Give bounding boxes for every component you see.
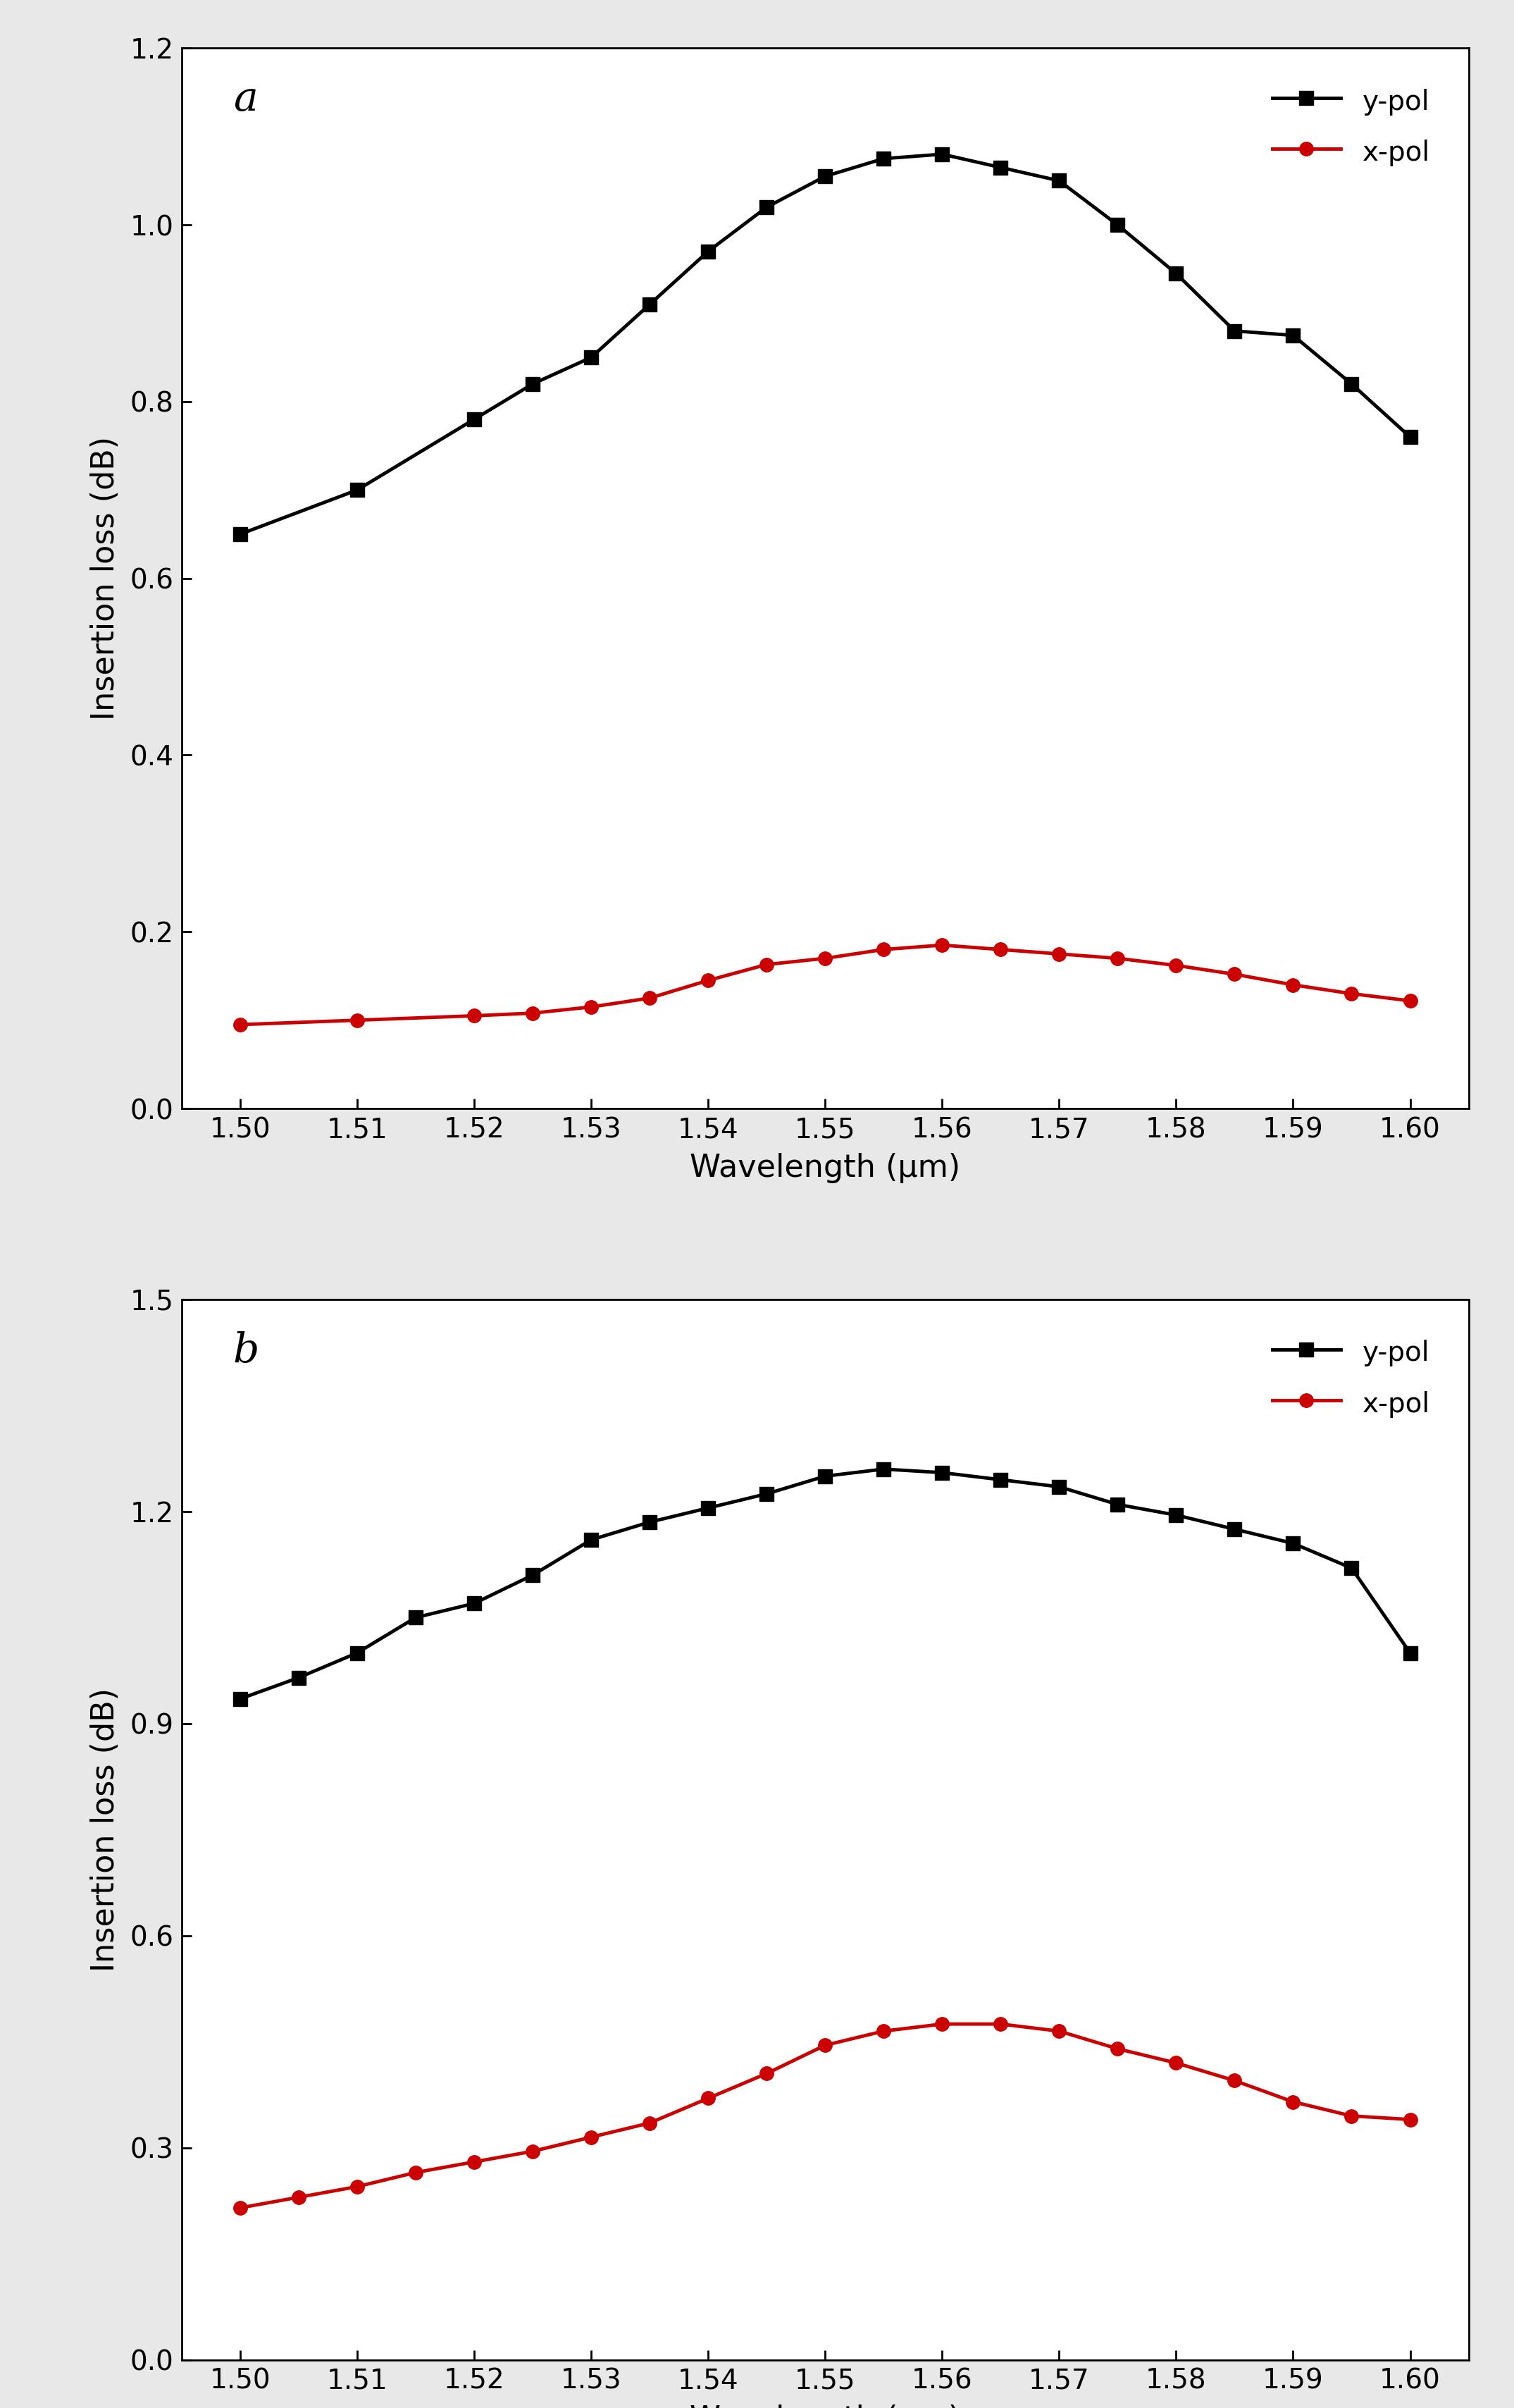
y-pol [933,1459,951,1488]
y-pol [1108,1491,1126,1519]
y-pol [816,1462,834,1491]
x-pol [289,2182,307,2211]
y-pol [348,474,366,503]
x-pol [816,944,834,973]
y-pol [816,161,834,190]
x-pol [524,999,542,1028]
y-pol [1225,1515,1243,1544]
x-pol [465,1002,483,1031]
y-pol [232,520,250,549]
y-pol [581,342,600,371]
x-pol [1167,951,1185,980]
y-pol [524,1560,542,1589]
y-pol [1343,1553,1361,1582]
x-pol [699,966,718,995]
Y-axis label: Insertion loss (dB): Insertion loss (dB) [91,1688,121,1972]
x-pol [232,2194,250,2223]
x-pol [1225,961,1243,990]
x-pol [933,929,951,958]
x-pol [348,2172,366,2201]
x-pol [992,2011,1010,2040]
x-pol [757,951,775,980]
y-pol [1167,1500,1185,1529]
x-pol [1108,944,1126,973]
y-pol [640,1507,659,1536]
x-pol [524,2136,542,2165]
y-pol [1284,320,1302,349]
x-pol [1343,2102,1361,2131]
x-pol [1051,2015,1069,2044]
Text: a: a [233,79,257,120]
x-pol [875,934,893,963]
x-pol [1284,2088,1302,2117]
y-pol [289,1664,307,1693]
y-pol [232,1686,250,1714]
y-pol [992,1464,1010,1493]
x-pol [1051,939,1069,968]
y-pol [699,1493,718,1522]
Line: y-pol: y-pol [233,1462,1417,1705]
x-pol [1167,2049,1185,2078]
Line: x-pol: x-pol [233,939,1417,1031]
x-pol [465,2148,483,2177]
Legend: y-pol, x-pol: y-pol, x-pol [1261,1327,1441,1428]
y-pol [933,140,951,169]
x-pol [581,992,600,1021]
y-pol [757,193,775,222]
y-pol [1108,209,1126,238]
x-pol [816,2030,834,2059]
y-pol [1167,260,1185,289]
y-pol [699,236,718,265]
y-pol [581,1524,600,1553]
y-pol [757,1479,775,1507]
Line: x-pol: x-pol [233,2018,1417,2215]
Legend: y-pol, x-pol: y-pol, x-pol [1261,75,1441,178]
x-pol [1343,980,1361,1009]
x-pol [1400,2105,1419,2133]
y-pol [407,1604,425,1633]
y-pol [875,144,893,173]
y-pol [1225,315,1243,344]
y-pol [1284,1529,1302,1558]
x-pol [757,2059,775,2088]
x-pol [1284,970,1302,999]
y-pol [1051,166,1069,195]
Text: b: b [233,1332,259,1370]
y-pol [1343,368,1361,397]
y-pol [992,154,1010,183]
X-axis label: Wavelength (μm): Wavelength (μm) [690,2403,960,2408]
x-pol [407,2158,425,2186]
x-pol [1225,2066,1243,2095]
y-pol [465,1589,483,1618]
Line: y-pol: y-pol [233,147,1417,542]
x-pol [992,934,1010,963]
X-axis label: Wavelength (μm): Wavelength (μm) [690,1153,960,1182]
y-pol [875,1454,893,1483]
Y-axis label: Insertion loss (dB): Insertion loss (dB) [91,436,121,720]
x-pol [699,2083,718,2112]
y-pol [348,1637,366,1666]
x-pol [933,2011,951,2040]
x-pol [232,1011,250,1040]
y-pol [1400,1637,1419,1666]
x-pol [875,2015,893,2044]
x-pol [1108,2035,1126,2064]
y-pol [524,368,542,397]
y-pol [1400,421,1419,450]
y-pol [1051,1471,1069,1500]
y-pol [640,289,659,318]
y-pol [465,405,483,433]
x-pol [1400,987,1419,1016]
x-pol [640,2109,659,2138]
x-pol [640,982,659,1011]
x-pol [581,2124,600,2153]
x-pol [348,1007,366,1035]
